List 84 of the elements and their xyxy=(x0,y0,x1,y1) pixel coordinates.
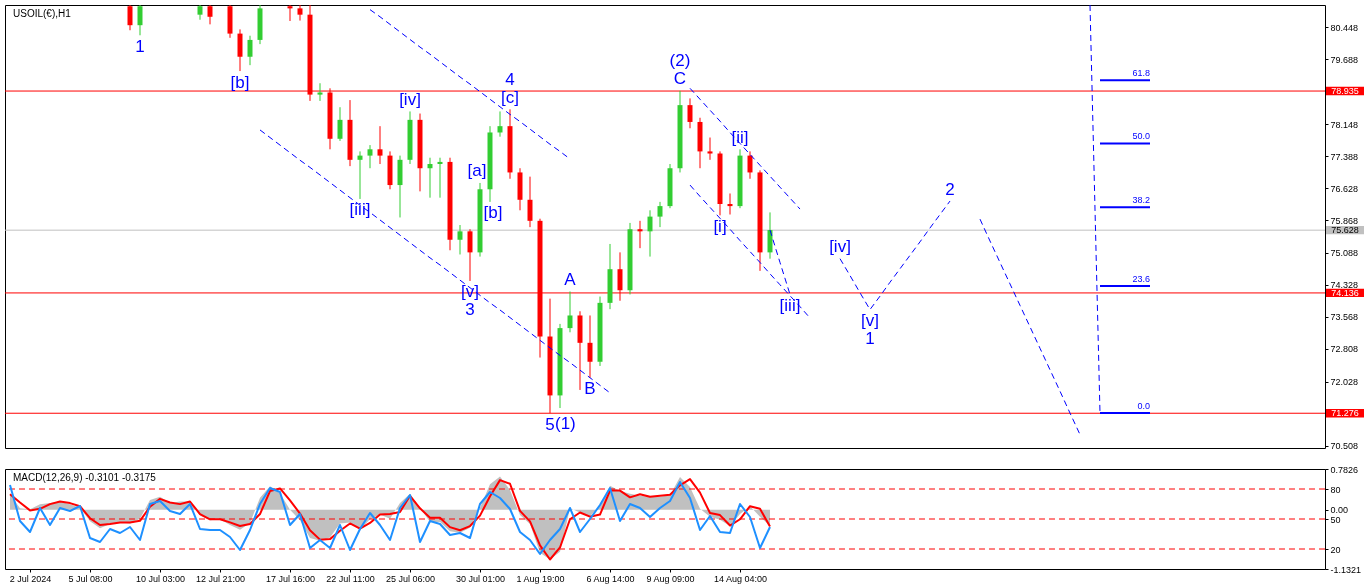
y-tick-label: 70.508 xyxy=(1330,441,1359,452)
annotation: [ii] xyxy=(731,127,749,147)
series-label: 23.6 xyxy=(1132,274,1150,285)
annotation: 4 xyxy=(505,69,515,89)
candlestick xyxy=(237,28,243,72)
x-tick-label: 1 Aug 19:00 xyxy=(516,573,565,584)
series-label: 50.0 xyxy=(1132,131,1150,142)
ref-line-label: 71.276 xyxy=(1331,408,1359,419)
annotation: A xyxy=(564,270,577,289)
candlestick xyxy=(527,176,533,228)
candlestick xyxy=(637,220,643,249)
candlestick xyxy=(247,35,253,66)
candlestick xyxy=(427,157,433,199)
x-tick-label: 30 Jul 01:00 xyxy=(455,573,506,584)
annotation: 3 xyxy=(465,300,475,320)
annotation: [iv] xyxy=(399,89,421,109)
candlestick xyxy=(587,314,593,379)
x-tick-label: 12 Jul 21:00 xyxy=(195,573,246,584)
y-tick-label: 80.448 xyxy=(1330,22,1359,33)
x-tick-label: 2 Jul 2024 xyxy=(9,573,52,584)
annotation: [iii] xyxy=(349,200,371,220)
y2-tick-label: 20 xyxy=(1330,544,1341,555)
candlestick xyxy=(567,291,573,333)
candlestick xyxy=(317,82,323,102)
y-tick-label: 77.388 xyxy=(1330,151,1359,162)
annotation: [c] xyxy=(501,87,519,107)
y-tick-label: 79.688 xyxy=(1330,54,1359,65)
y-tick-label: 78.148 xyxy=(1330,119,1359,130)
ref-line-label: 75.628 xyxy=(1331,225,1359,236)
candlestick xyxy=(297,5,303,22)
annotation: [a] xyxy=(467,161,487,181)
chart-title: MACD(12,26,9) -0.3101 -0.3175 xyxy=(13,472,157,483)
y-tick-label: 73.568 xyxy=(1330,312,1359,323)
y2-tick-label: 80 xyxy=(1330,484,1341,495)
candlestick xyxy=(137,5,143,36)
candlestick xyxy=(367,144,373,169)
x-tick-label: 22 Jul 11:00 xyxy=(326,573,375,584)
candlestick xyxy=(657,201,663,228)
y-tick-label: 75.868 xyxy=(1330,215,1359,226)
annotation: [v] xyxy=(861,311,879,331)
x-tick-label: 5 Jul 08:00 xyxy=(68,573,113,584)
annotation: [iii] xyxy=(779,295,801,315)
annotation: B xyxy=(584,379,596,399)
annotation: 2 xyxy=(945,179,955,199)
annotation: [b] xyxy=(230,72,250,92)
candlestick xyxy=(497,110,503,138)
y-tick-label: -1.1321 xyxy=(1330,564,1362,575)
candlestick xyxy=(437,157,443,199)
annotation: 1 xyxy=(865,329,875,349)
annotation: (2) xyxy=(669,51,691,71)
series-label: 61.8 xyxy=(1132,68,1150,79)
ref-line-label: 78.935 xyxy=(1331,86,1359,97)
y-tick-label: 0.00 xyxy=(1330,505,1349,516)
x-tick-label: 10 Jul 03:00 xyxy=(135,573,186,584)
annotation: [b] xyxy=(483,203,503,223)
y-tick-label: 75.088 xyxy=(1330,248,1359,259)
candlestick xyxy=(377,125,383,165)
y-tick-label: 72.808 xyxy=(1330,344,1359,355)
chart-title: USOIL(€),H1 xyxy=(13,8,72,19)
y-tick-label: 72.028 xyxy=(1330,377,1359,388)
annotation: 5 xyxy=(545,414,555,434)
annotation: [iv] xyxy=(829,237,851,257)
x-tick-label: 25 Jul 06:00 xyxy=(385,573,436,584)
series-label: 0.0 xyxy=(1137,401,1150,412)
candlestick xyxy=(337,106,343,142)
candlestick xyxy=(287,5,293,22)
x-tick-label: 14 Aug 04:00 xyxy=(713,573,768,584)
annotation: [i] xyxy=(713,216,727,236)
x-tick-label: 9 Aug 09:00 xyxy=(646,573,695,584)
series-label: 38.2 xyxy=(1132,195,1150,206)
y-tick-label: 0.7826 xyxy=(1330,464,1359,475)
annotation: C xyxy=(673,69,687,89)
candlestick xyxy=(467,228,473,282)
x-tick-label: 17 Jul 16:00 xyxy=(265,573,316,584)
annotation: (1) xyxy=(554,413,576,433)
candlestick xyxy=(127,5,133,31)
y2-tick-label: 50 xyxy=(1330,514,1341,525)
candlestick xyxy=(457,224,463,255)
candlestick xyxy=(647,209,653,258)
annotation: 1 xyxy=(135,36,145,56)
y-tick-label: 76.628 xyxy=(1330,183,1359,194)
x-tick-label: 6 Aug 14:00 xyxy=(586,573,635,584)
candlestick xyxy=(357,150,363,200)
candlestick xyxy=(207,5,213,25)
